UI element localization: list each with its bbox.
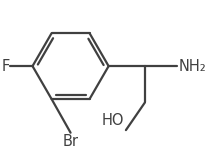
Text: HO: HO bbox=[102, 113, 124, 128]
Text: Br: Br bbox=[63, 134, 79, 149]
Text: NH₂: NH₂ bbox=[179, 59, 206, 74]
Text: F: F bbox=[2, 59, 10, 74]
